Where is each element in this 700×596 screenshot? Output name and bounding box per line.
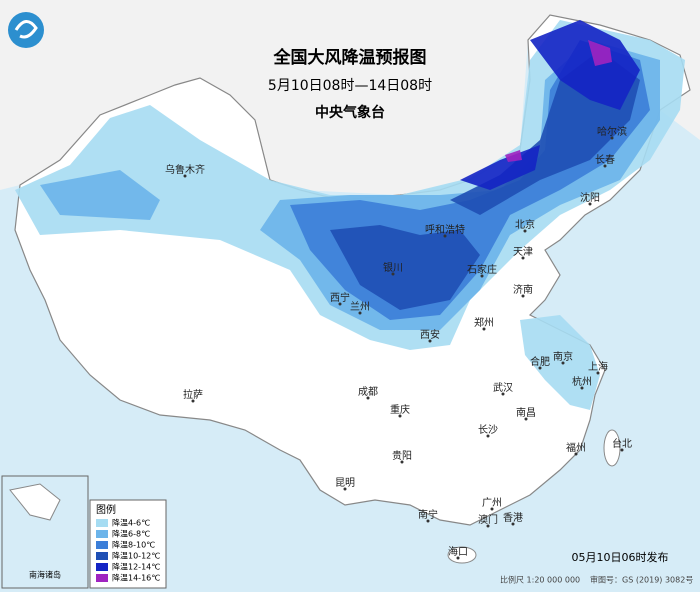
city-label: 澳门 <box>478 513 498 526</box>
city-label: 银川 <box>383 261 403 274</box>
legend-label: 降温6-8℃ <box>112 529 150 539</box>
cooling-zone <box>330 50 640 310</box>
city-dot <box>610 136 614 140</box>
logo-mark <box>14 20 38 39</box>
city-dot <box>501 392 505 396</box>
cooling-zone <box>520 315 600 410</box>
logo <box>8 12 44 48</box>
city-label: 成都 <box>358 386 378 398</box>
city-dot <box>456 556 460 560</box>
inset-land <box>9 483 61 521</box>
city-label: 南昌 <box>516 406 536 419</box>
city-dot <box>486 434 490 438</box>
city-label: 乌鲁木齐 <box>165 163 205 176</box>
city-label: 西宁 <box>330 291 350 304</box>
city-label: 贵阳 <box>392 449 412 462</box>
legend-swatch <box>96 552 108 560</box>
city-dot <box>191 399 195 403</box>
inset-label: 南海诸岛 <box>29 570 61 580</box>
city-dot <box>490 507 494 511</box>
city-dot <box>603 164 607 168</box>
city-dot <box>521 256 525 260</box>
city-dot <box>426 519 430 523</box>
scale: 比例尺 1:20 000 000 <box>500 575 580 585</box>
city-dot <box>480 274 484 278</box>
legend-label: 降温10-12℃ <box>112 551 160 561</box>
city-label: 南京 <box>553 350 573 363</box>
hainan <box>447 546 477 564</box>
city-dot <box>338 302 342 306</box>
title: 全国大风降温预报图 <box>273 47 427 68</box>
legend-swatch <box>96 519 108 527</box>
city-label: 呼和浩特 <box>425 224 465 236</box>
city-label: 长春 <box>595 154 615 166</box>
city-label: 重庆 <box>390 403 410 416</box>
legend-label: 降温12-14℃ <box>112 562 160 572</box>
city-label: 天津 <box>513 246 533 258</box>
city-dot <box>521 294 525 298</box>
city-dot <box>343 487 347 491</box>
city-label: 北京 <box>515 218 535 231</box>
city-label: 石家庄 <box>467 263 497 276</box>
city-dot <box>183 174 187 178</box>
cooling-zones <box>15 20 685 410</box>
city-dot <box>588 202 592 206</box>
city-dot <box>482 327 486 331</box>
legend: 降温4-6℃降温6-8℃降温8-10℃降温10-12℃降温12-14℃降温14-… <box>96 518 160 583</box>
legend-swatch <box>96 563 108 571</box>
city-label: 西安 <box>420 328 440 341</box>
city-dot <box>620 448 624 452</box>
taiwan <box>603 429 621 467</box>
legend-label: 降温4-6℃ <box>112 518 150 528</box>
city-label: 沈阳 <box>580 191 600 204</box>
city-label: 合肥 <box>530 355 550 368</box>
city-label: 武汉 <box>493 381 513 394</box>
neighbor-land <box>0 0 700 195</box>
city-label: 郑州 <box>474 316 494 329</box>
legend-title: 图例 <box>96 503 116 516</box>
city-label: 哈尔滨 <box>597 125 627 138</box>
city-label: 广州 <box>482 497 502 509</box>
city-dot <box>523 229 527 233</box>
city-label: 济南 <box>513 283 533 296</box>
city-dot <box>391 272 395 276</box>
legend-swatch <box>96 530 108 538</box>
city-dot <box>538 366 542 370</box>
city-dot <box>398 414 402 418</box>
city-label: 拉萨 <box>183 388 203 401</box>
legend-swatch <box>96 574 108 582</box>
cooling-zone <box>505 40 612 162</box>
city-dot <box>486 524 490 528</box>
time-range: 5月10日08时—14日08时 <box>268 78 432 94</box>
issued: 05月10日06时发布 <box>572 550 669 564</box>
city-dot <box>443 234 447 238</box>
city-label: 兰州 <box>350 300 370 313</box>
city-dot <box>574 452 578 456</box>
city-label: 海口 <box>448 545 468 558</box>
legend-label: 降温8-10℃ <box>112 540 155 550</box>
legend-label: 降温14-16℃ <box>112 573 160 583</box>
city-label: 上海 <box>588 360 608 373</box>
city-label: 长沙 <box>478 424 498 436</box>
city-label: 福州 <box>566 441 586 454</box>
legend-swatch <box>96 541 108 549</box>
city-dot <box>358 311 362 315</box>
city-dot <box>400 460 404 464</box>
city-label: 南宁 <box>418 508 438 521</box>
city-label: 杭州 <box>572 375 592 388</box>
city-label: 香港 <box>503 512 523 524</box>
issuer: 中央气象台 <box>315 104 385 121</box>
city-dot <box>561 361 565 365</box>
city-dot <box>366 396 370 400</box>
city-dot <box>511 522 515 526</box>
city-dot <box>524 417 528 421</box>
city-dot <box>596 371 600 375</box>
city-label: 台北 <box>612 437 632 450</box>
city-label: 昆明 <box>335 477 355 489</box>
approval: 审图号：GS (2019) 3082号 <box>590 575 693 585</box>
city-dot <box>428 339 432 343</box>
city-dot <box>580 386 584 390</box>
